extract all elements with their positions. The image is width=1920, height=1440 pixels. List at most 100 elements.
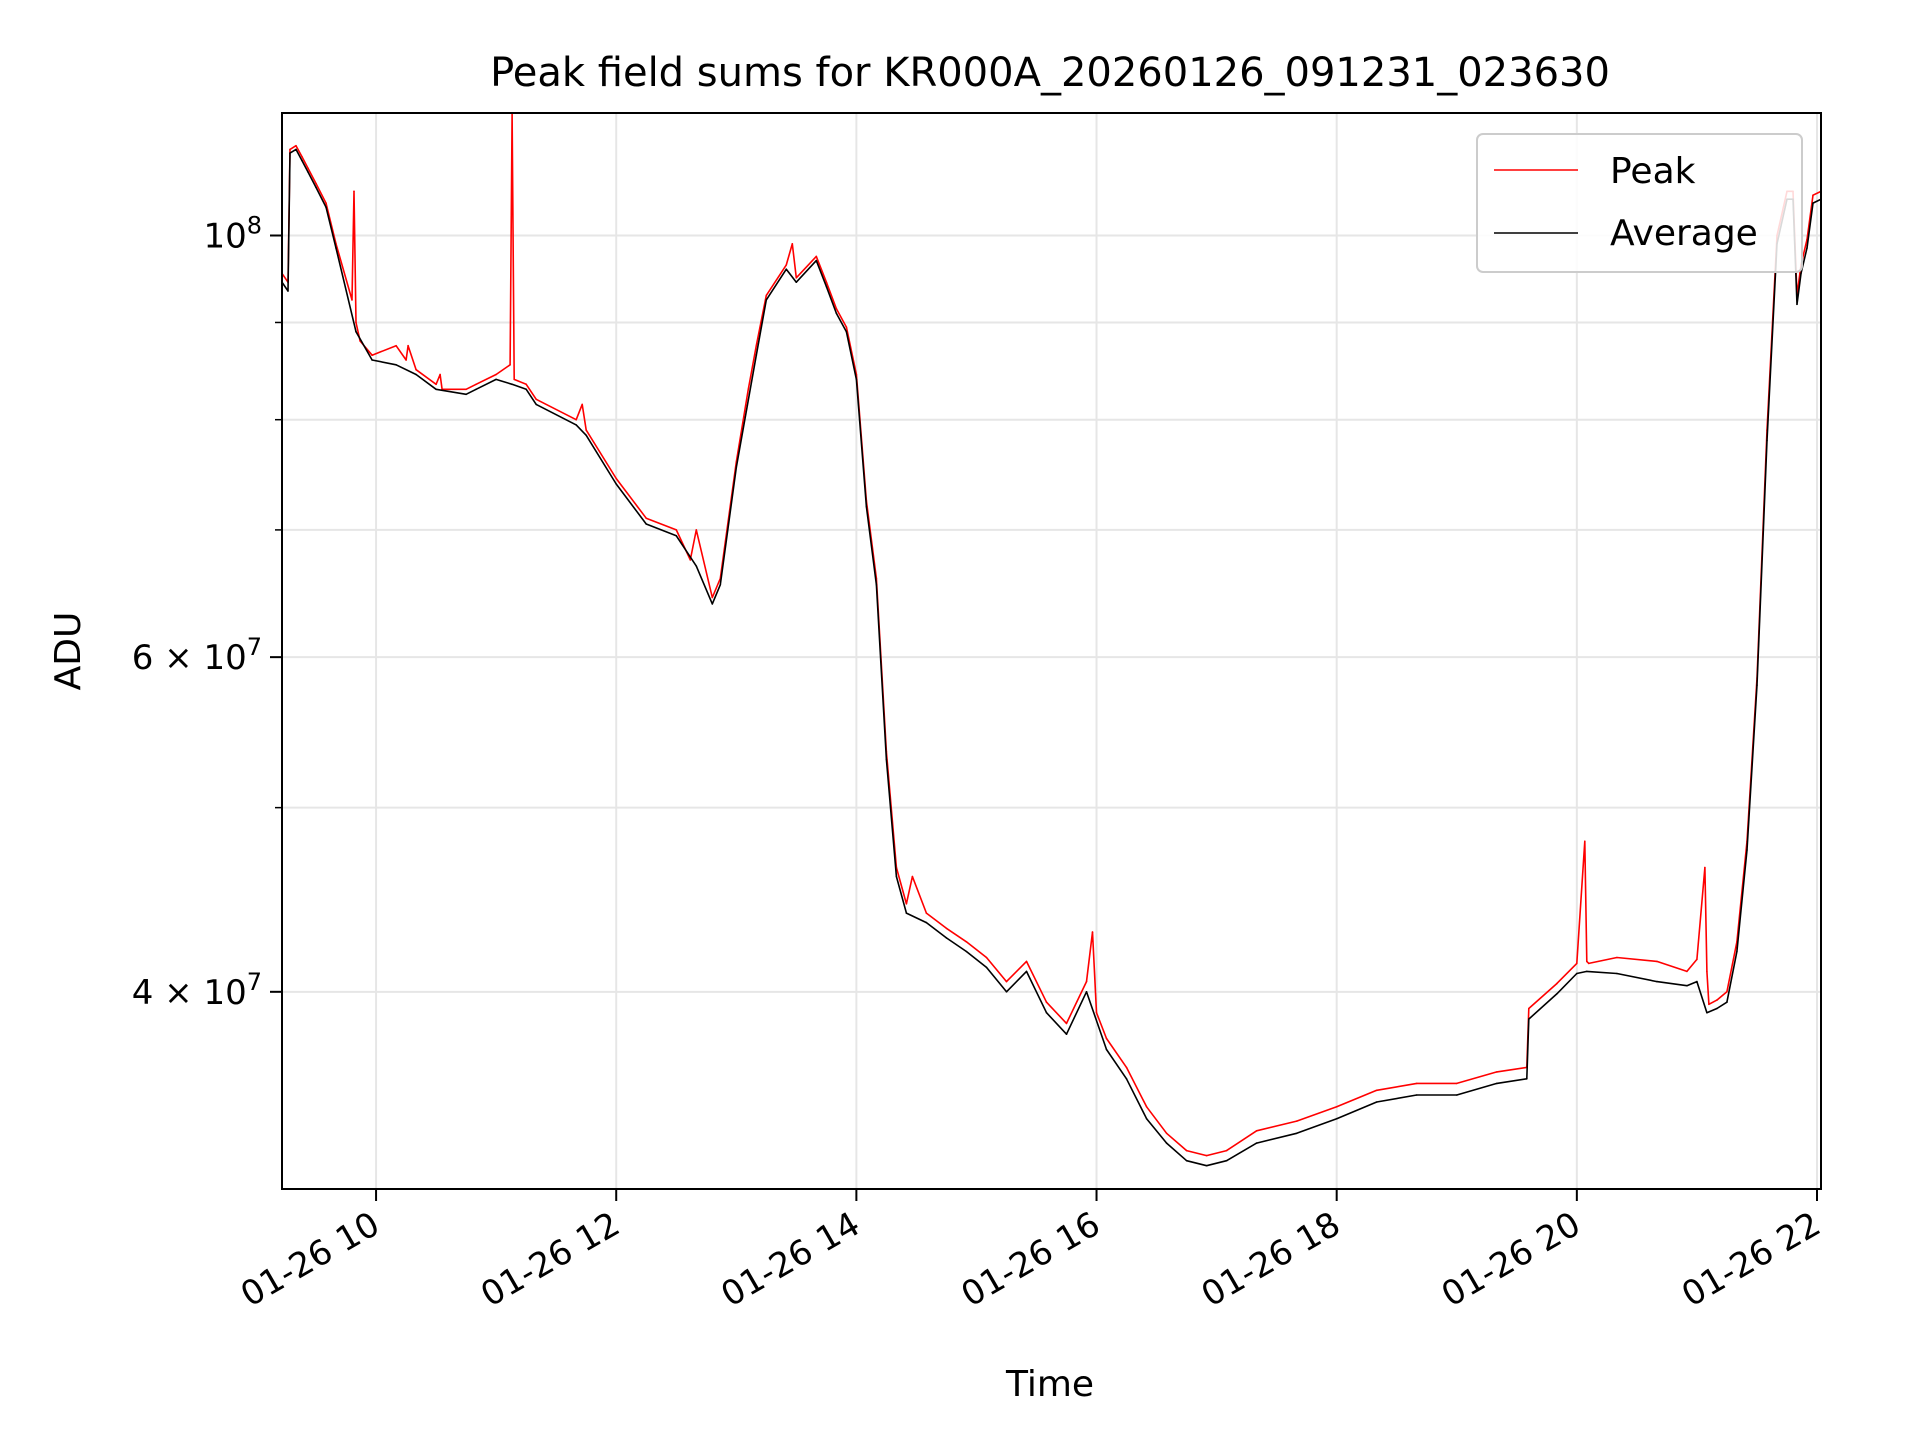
plot-frame xyxy=(281,112,1822,1190)
data-point-average xyxy=(875,584,878,586)
data-point-average xyxy=(1335,1117,1338,1120)
data-point-average xyxy=(289,152,291,154)
data-point-average xyxy=(1065,1033,1068,1035)
data-point-average xyxy=(1295,1132,1298,1135)
data-point-average xyxy=(1528,1018,1530,1020)
data-point-peak xyxy=(1091,931,1094,933)
data-point-peak xyxy=(1576,962,1578,965)
data-point-peak xyxy=(695,529,698,531)
data-point-average xyxy=(287,290,289,292)
data-point-average xyxy=(675,535,678,537)
y-tick-label: 108 xyxy=(203,212,262,257)
data-point-peak xyxy=(615,477,617,480)
data-point-average xyxy=(945,937,948,939)
data-point-average xyxy=(1496,1082,1498,1085)
data-point-average xyxy=(535,403,537,406)
data-point-peak xyxy=(905,903,908,905)
data-point-average xyxy=(355,330,357,333)
data-point-peak xyxy=(575,418,577,421)
data-point-average xyxy=(845,330,848,333)
data-point-peak xyxy=(845,326,848,328)
data-point-average xyxy=(465,393,467,396)
data-point-average xyxy=(965,950,968,953)
data-point-average xyxy=(905,912,908,914)
data-point-peak xyxy=(1125,1066,1128,1069)
data-point-average xyxy=(395,364,397,366)
data-point-peak xyxy=(925,912,928,914)
data-point-average xyxy=(615,483,617,485)
data-point-average xyxy=(1085,991,1088,993)
data-point-average xyxy=(1800,272,1802,275)
data-point-peak xyxy=(965,941,968,943)
data-point-average xyxy=(1576,972,1578,975)
data-point-average xyxy=(895,875,898,878)
data-point-average xyxy=(1806,247,1808,249)
data-point-peak xyxy=(675,529,678,531)
data-point-peak xyxy=(825,281,828,284)
legend-box xyxy=(1476,133,1803,273)
data-point-peak xyxy=(1556,982,1558,985)
data-point-peak xyxy=(1185,1149,1188,1152)
data-point-peak xyxy=(439,373,441,376)
data-point-peak xyxy=(945,927,948,930)
data-point-peak xyxy=(1225,1149,1228,1152)
data-point-peak xyxy=(351,299,353,301)
data-point-peak xyxy=(289,148,291,151)
data-point-peak xyxy=(1686,970,1688,973)
data-point-average xyxy=(1145,1117,1148,1120)
data-point-peak xyxy=(711,596,714,599)
data-point-peak xyxy=(985,956,988,959)
y-tick-label: 4 × 107 xyxy=(132,968,262,1013)
data-point-peak xyxy=(747,388,750,391)
data-point-peak xyxy=(1165,1132,1168,1135)
data-point-average xyxy=(1716,1007,1718,1010)
data-point-peak xyxy=(355,321,357,324)
data-point-average xyxy=(645,523,647,525)
data-point-peak xyxy=(585,429,587,431)
data-point-average xyxy=(1766,439,1768,442)
data-point-peak xyxy=(1295,1120,1298,1122)
data-point-peak xyxy=(301,156,303,158)
data-point-average xyxy=(335,247,337,249)
data-point-average xyxy=(575,424,577,426)
data-point-average xyxy=(855,378,858,381)
data-point-average xyxy=(1165,1142,1168,1144)
data-point-average xyxy=(1726,1001,1728,1003)
legend-label-average: Average xyxy=(1610,213,1758,254)
data-point-peak xyxy=(1528,1007,1530,1010)
data-point-average xyxy=(1225,1159,1228,1162)
data-point-average xyxy=(435,388,437,391)
data-point-average xyxy=(765,299,768,301)
data-point-average xyxy=(1526,1078,1528,1080)
legend-label-peak: Peak xyxy=(1610,151,1696,192)
data-point-average xyxy=(1456,1094,1458,1096)
data-point-peak xyxy=(1375,1089,1378,1092)
data-point-average xyxy=(325,206,327,208)
data-point-average xyxy=(307,171,309,173)
data-point-average xyxy=(295,148,297,151)
data-point-peak xyxy=(1706,970,1708,973)
data-point-average xyxy=(1125,1078,1128,1080)
data-point-peak xyxy=(475,383,477,386)
data-point-average xyxy=(1706,1011,1708,1014)
data-point-average xyxy=(1375,1101,1378,1103)
data-point-peak xyxy=(1586,960,1588,963)
data-point-average xyxy=(1656,980,1658,983)
data-point-peak xyxy=(315,182,317,185)
data-point-average xyxy=(1105,1048,1108,1051)
data-point-average xyxy=(815,259,818,262)
data-point-average xyxy=(315,186,317,189)
legend: Peak Average xyxy=(1476,133,1803,273)
data-point-average xyxy=(525,388,527,391)
data-point-average xyxy=(925,921,928,924)
data-point-peak xyxy=(353,190,355,193)
data-point-peak xyxy=(1065,1022,1068,1025)
data-point-peak xyxy=(295,144,297,147)
data-point-peak xyxy=(435,383,437,386)
data-point-average xyxy=(1556,993,1558,995)
data-point-peak xyxy=(395,344,397,347)
data-point-peak xyxy=(495,373,497,376)
data-point-average xyxy=(475,388,477,391)
data-point-peak xyxy=(465,388,467,391)
data-point-peak xyxy=(513,378,515,381)
